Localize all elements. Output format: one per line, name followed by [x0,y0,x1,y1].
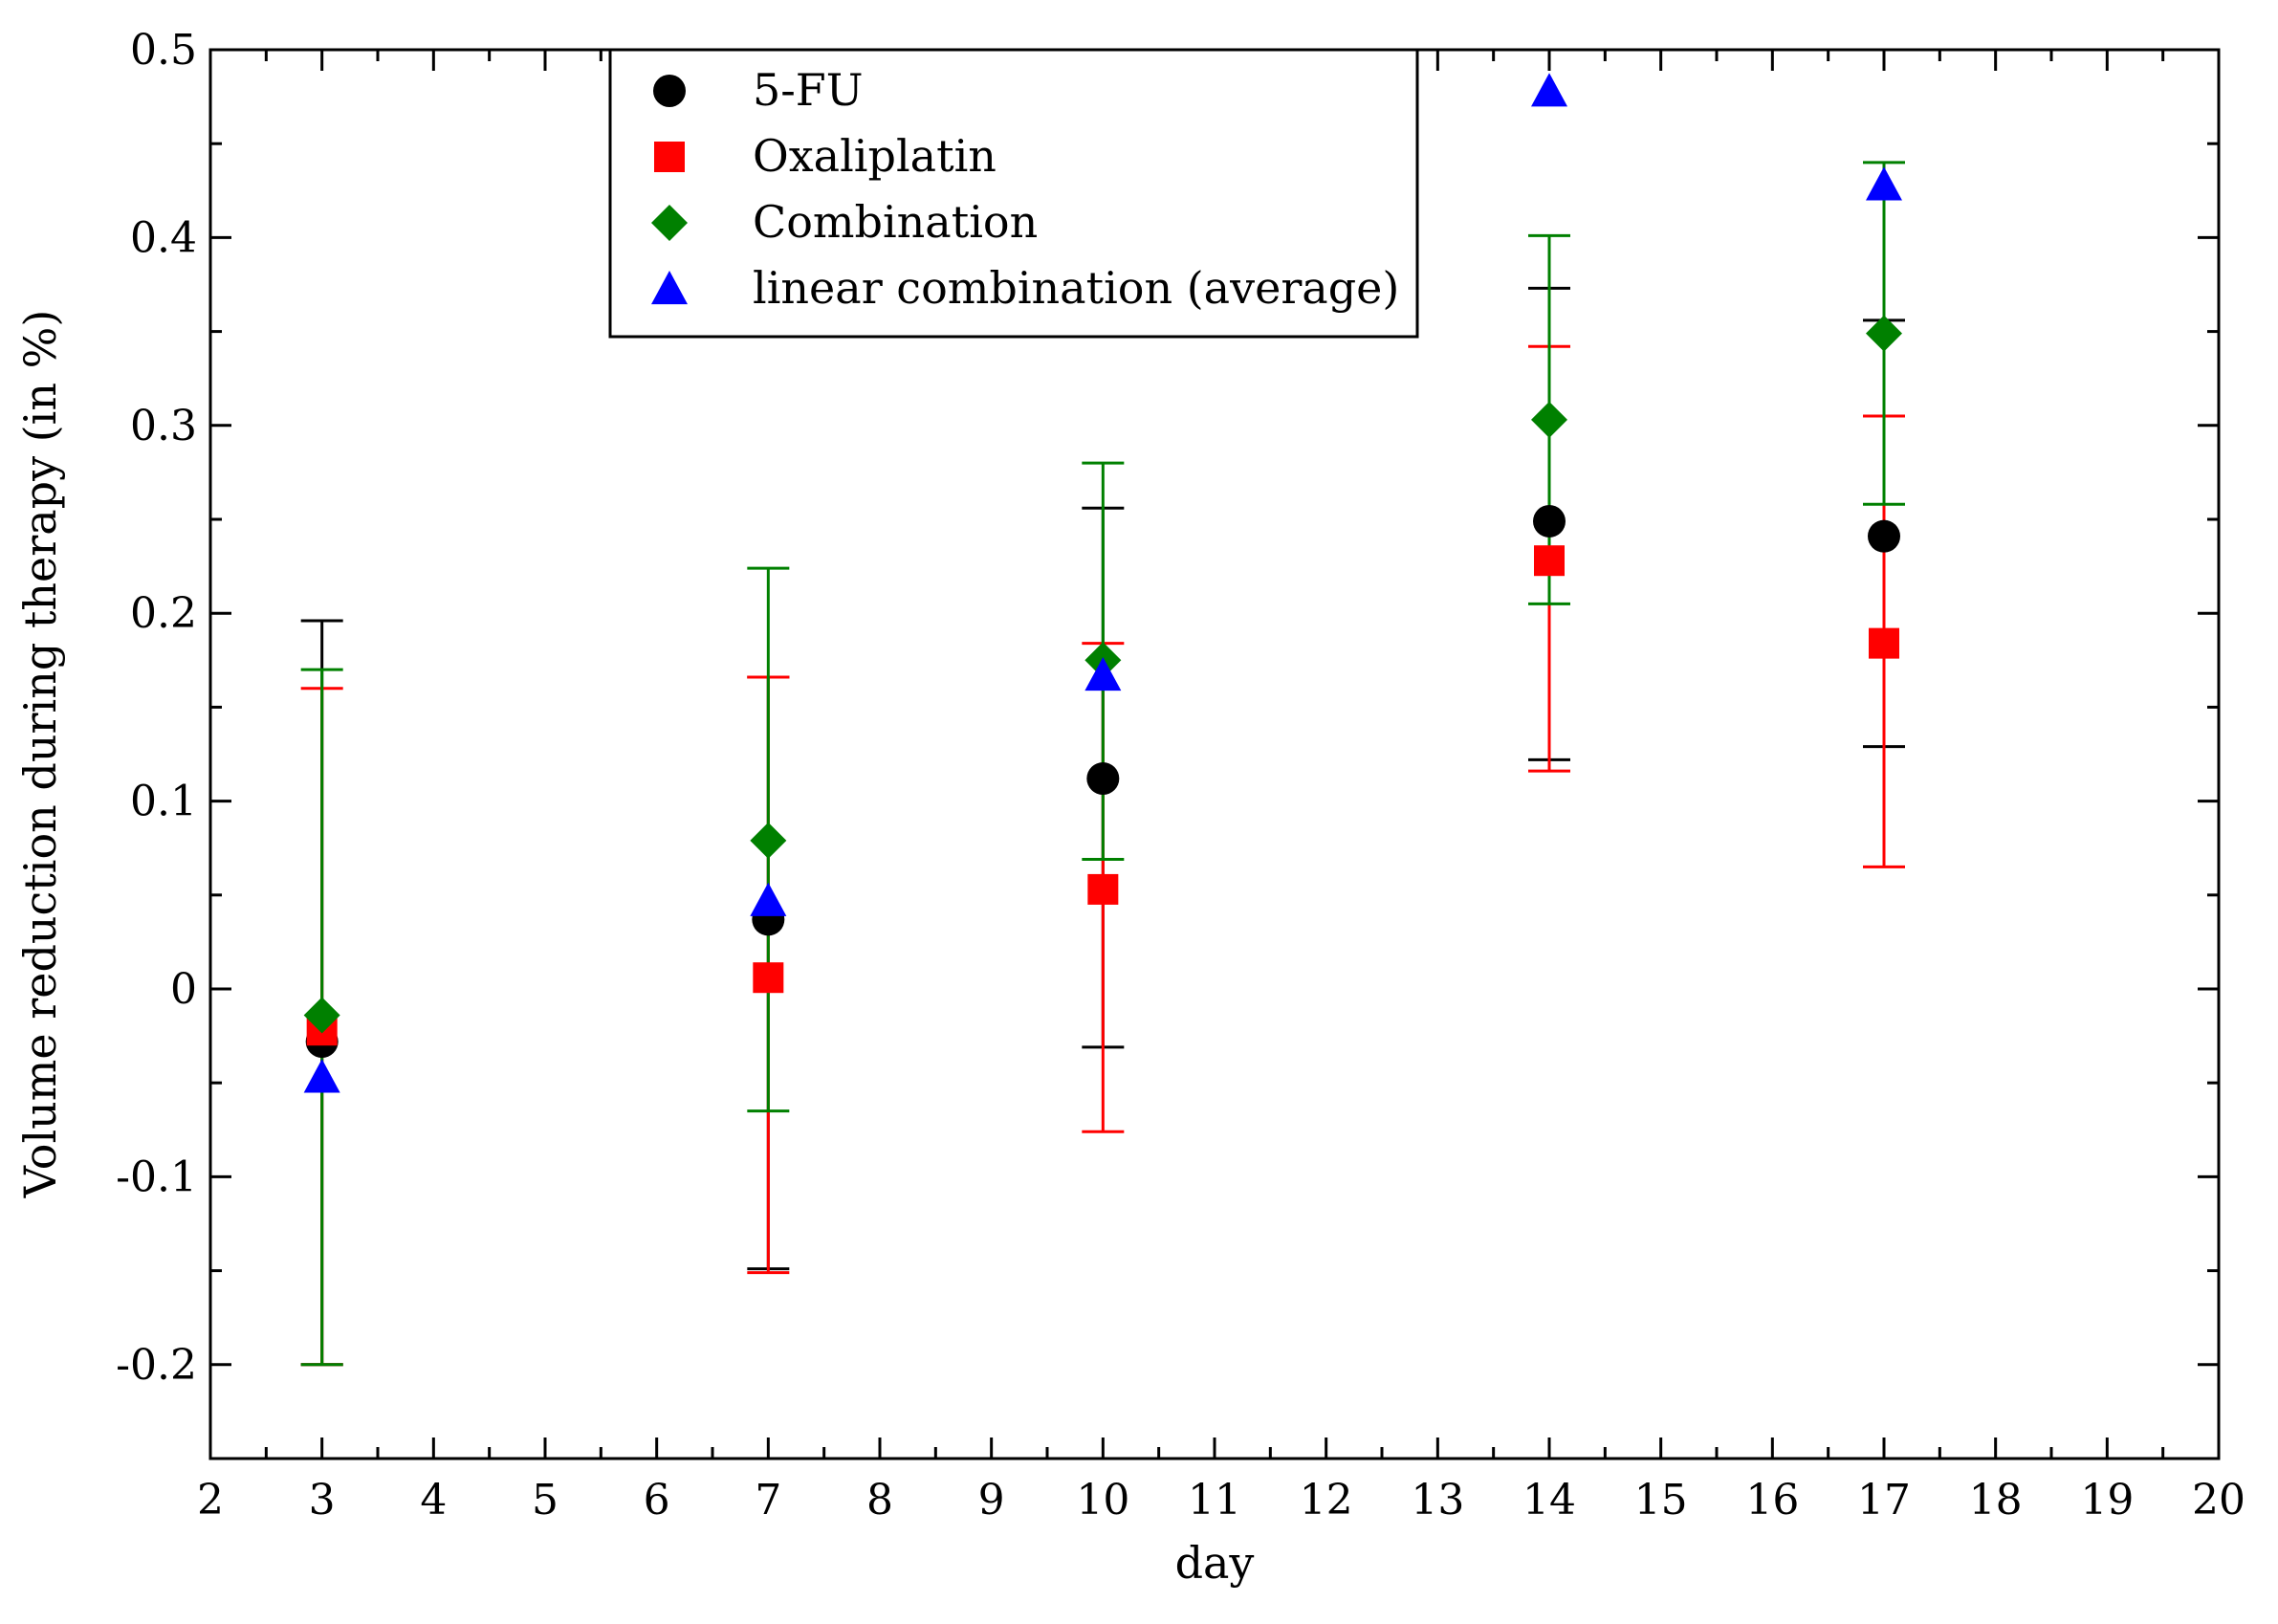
x-tick-label: 16 [1745,1476,1799,1525]
series-2-square-marker [753,962,784,994]
x-tick-label: 7 [755,1476,781,1525]
x-tick-label: 11 [1188,1476,1241,1525]
y-tick-label: -0.1 [116,1152,197,1201]
y-tick-label: 0.1 [130,778,197,826]
x-tick-label: 12 [1300,1476,1353,1525]
series-2-square-marker [1087,873,1119,905]
series-3-diamond-marker [1531,401,1567,438]
legend-label-4: linear combination (average) [753,262,1399,314]
legend: 5-FU Oxaliplatin Combination linear combina… [608,48,1419,339]
y-tick-label: 0.2 [130,589,197,638]
x-tick-label: 10 [1076,1476,1129,1525]
y-axis-title: Volume reduction during therapy (in %) [14,310,66,1199]
legend-marker-3 [651,205,688,241]
x-tick-label: 3 [309,1476,336,1525]
series-4-triangle-marker [750,882,787,916]
data-markers [303,73,1902,1093]
x-tick-label: 14 [1522,1476,1576,1525]
series-4-triangle-marker [1084,657,1122,691]
series-1-circle-marker [1868,519,1900,553]
x-axis-title: day [1175,1537,1255,1589]
legend-marker-1 [653,75,686,107]
legend-box [608,48,1419,339]
x-tick-label: 13 [1411,1476,1464,1525]
y-tick-label: 0 [170,965,197,1014]
x-tick-label: 4 [420,1476,447,1525]
y-tick-label: 0.4 [130,213,197,262]
series-2-square-marker [1534,545,1565,577]
series-3-diamond-marker [750,822,787,859]
series-4-triangle-marker [303,1059,340,1093]
x-tick-label: 19 [2080,1476,2134,1525]
tick-labels: 2 3 4 5 6 7 8 9 10 11 12 13 14 15 16 17 18 19 20 -0.2 -0.1 0 0… [116,26,2245,1525]
x-tick-label: 8 [866,1476,893,1525]
series-4-triangle-marker [1866,166,1902,201]
x-tick-label: 17 [1857,1476,1911,1525]
legend-marker-2 [654,142,685,172]
y-tick-label: -0.2 [116,1341,197,1390]
x-tick-label: 6 [644,1476,670,1525]
x-tick-label: 2 [197,1476,224,1525]
series-2-square-marker [1869,627,1899,659]
x-tick-label: 15 [1634,1476,1688,1525]
legend-label-3: Combination [753,196,1038,248]
legend-marker-4 [651,271,688,305]
legend-label-2: Oxaliplatin [753,130,997,182]
y-tick-label: 0.3 [130,402,197,450]
x-tick-label: 18 [1969,1476,2023,1525]
y-tick-label: 0.5 [130,26,197,75]
series-3-diamond-marker [303,997,340,1034]
x-tick-label: 20 [2192,1476,2245,1525]
series-1-circle-marker [1086,762,1120,796]
x-tick-label: 9 [978,1476,1005,1525]
legend-label-1: 5-FU [753,64,864,116]
series-4-triangle-marker [1531,73,1567,107]
series-3-diamond-marker [1866,315,1902,352]
series-1-circle-marker [1533,504,1566,538]
x-tick-label: 5 [532,1476,559,1525]
